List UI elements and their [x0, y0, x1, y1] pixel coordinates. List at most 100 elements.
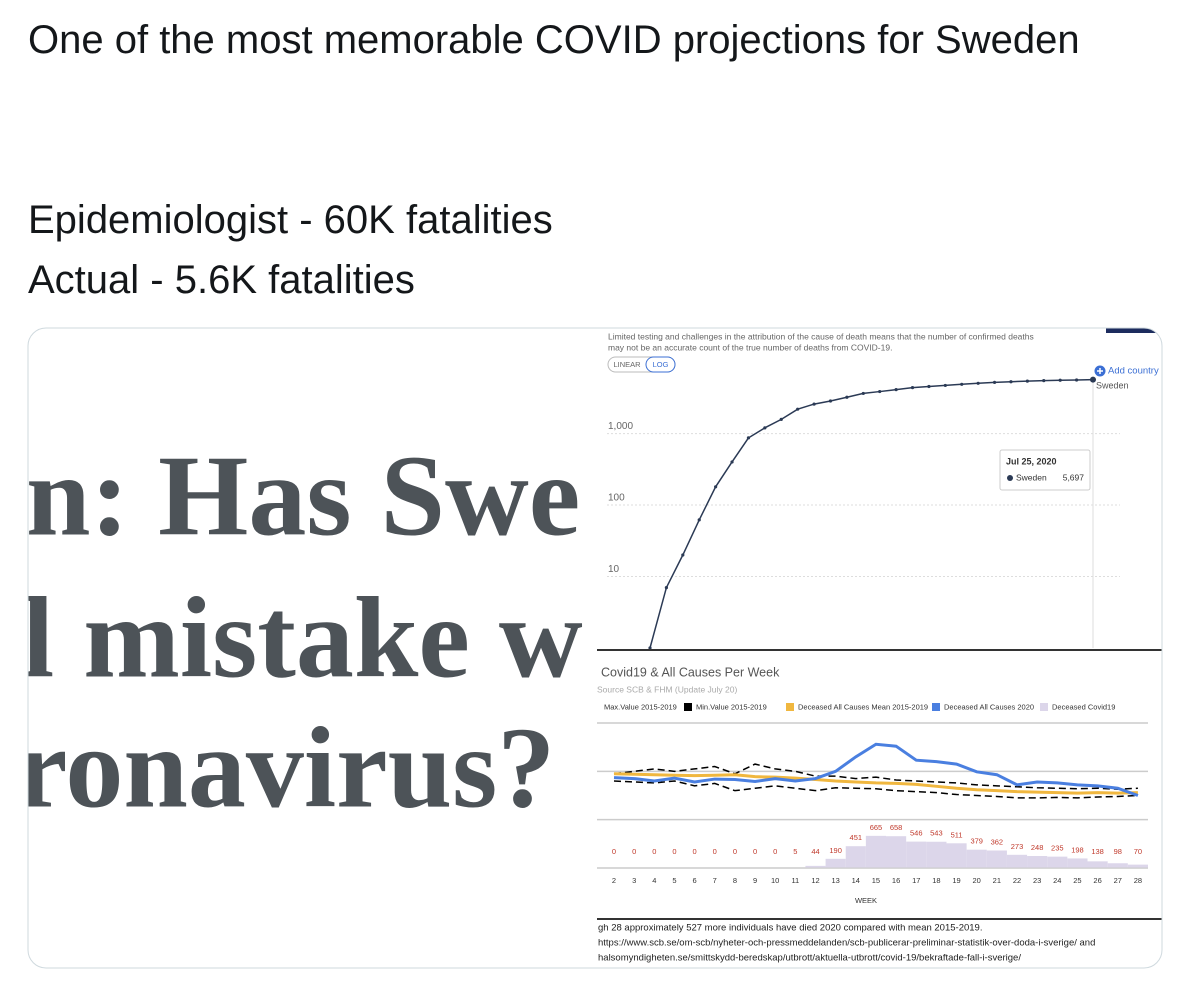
toggle-button[interactable]: LINEAR [613, 360, 641, 369]
footer-text: https://www.scb.se/om-scb/nyheter-och-pr… [598, 938, 1095, 949]
data-point [861, 391, 865, 396]
data-label: 379 [970, 837, 983, 846]
legend-label: Min.Value 2015-2019 [696, 702, 767, 711]
data-point [992, 380, 997, 384]
tooltip-point [1090, 376, 1096, 383]
data-point [878, 389, 882, 394]
data-label: 0 [672, 847, 676, 856]
bar [1087, 861, 1108, 868]
data-label: 248 [1031, 843, 1044, 852]
chart-subtitle: Source SCB & FHM (Update July 20) [597, 684, 737, 694]
tweet-text: Actual - 5.6K fatalities [28, 258, 415, 302]
x-tick-label: 14 [852, 876, 860, 885]
data-point [1042, 379, 1046, 383]
bar [825, 858, 846, 868]
data-point [763, 426, 767, 430]
data-point [697, 518, 701, 522]
data-line [613, 763, 1138, 790]
data-label: 0 [693, 847, 697, 856]
x-tick-label: 27 [1114, 876, 1122, 885]
data-label: 0 [753, 847, 757, 856]
data-point [943, 383, 947, 388]
data-label: 665 [870, 823, 883, 832]
x-tick-label: 28 [1134, 876, 1142, 885]
x-tick-label: 26 [1093, 876, 1101, 885]
note: Limited testing and challenges in the at… [608, 331, 1034, 341]
data-point [927, 384, 931, 389]
data-label: 543 [930, 829, 943, 838]
toggle-button[interactable]: LOG [653, 360, 669, 369]
legend-swatch [684, 703, 692, 711]
image-border [27, 327, 1163, 969]
x-tick-label: 18 [932, 876, 940, 885]
tweet-text: One of the most memorable COVID projecti… [28, 18, 1080, 62]
headline: l mistake w [22, 575, 583, 703]
data-label: 198 [1071, 845, 1084, 854]
bar [845, 846, 866, 868]
data-point [796, 407, 800, 411]
data-point [648, 646, 652, 650]
x-tick-label: 20 [973, 876, 981, 885]
tooltip-value: 5,697 [1063, 472, 1085, 482]
data-label: 273 [1011, 842, 1024, 851]
data-point [1074, 378, 1079, 382]
data-point [1009, 380, 1013, 384]
bar [946, 843, 967, 868]
data-label: 70 [1134, 847, 1142, 856]
data-label: 546 [910, 829, 923, 838]
x-axis-label: WEEK [855, 896, 877, 905]
x-tick-label: 3 [632, 876, 636, 885]
data-label: 98 [1114, 847, 1122, 856]
data-line [613, 780, 1138, 799]
x-tick-label: 6 [693, 876, 697, 885]
bar [1006, 854, 1028, 868]
data-point [828, 399, 833, 403]
add-country[interactable]: Add country [1108, 366, 1159, 377]
x-tick-label: 16 [892, 876, 900, 885]
bar [1067, 858, 1088, 868]
x-tick-label: 11 [791, 876, 799, 885]
legend-label: Deceased All Causes 2020 [944, 702, 1034, 711]
series-label: Sweden [1096, 380, 1129, 390]
x-tick-label: 17 [912, 876, 920, 885]
data-line [613, 772, 1138, 795]
legend-swatch [1040, 703, 1048, 711]
x-tick-label: 9 [753, 876, 757, 885]
bar [1027, 856, 1048, 868]
bar [1127, 864, 1148, 868]
x-tick-label: 19 [952, 876, 960, 885]
data-label: 0 [652, 847, 656, 856]
x-tick-label: 12 [811, 876, 819, 885]
x-tick-label: 15 [872, 876, 880, 885]
data-label: 511 [951, 830, 963, 839]
data-point [845, 395, 849, 399]
data-label: 190 [829, 846, 842, 855]
data-point [779, 417, 783, 421]
chart-title: Covid19 & All Causes Per Week [601, 665, 780, 679]
bar [886, 836, 907, 868]
legend-swatch [786, 703, 794, 711]
bar [805, 865, 826, 868]
data-label: 5 [793, 847, 797, 856]
headline: n: Has Swe [26, 433, 580, 561]
data-label: 451 [850, 833, 863, 842]
footer-text: halsomyndigheten.se/smittskydd-beredskap… [598, 953, 1021, 964]
tooltip-name: Sweden [1016, 472, 1047, 482]
x-tick-label: 22 [1013, 876, 1021, 885]
legend-label: Deceased Covid19 [1052, 702, 1115, 711]
toggle-active [645, 356, 676, 373]
data-point [1025, 379, 1029, 383]
y-tick-label: 10 [608, 564, 620, 575]
data-label: 235 [1051, 844, 1064, 853]
data-label: 362 [991, 837, 1004, 846]
data-point [812, 402, 816, 406]
x-tick-label: 2 [612, 876, 616, 885]
data-label: 0 [612, 847, 616, 856]
data-label: 658 [890, 823, 903, 832]
x-tick-label: 8 [733, 876, 737, 885]
data-point [746, 436, 751, 440]
bar [865, 835, 887, 868]
x-tick-label: 13 [831, 876, 839, 885]
